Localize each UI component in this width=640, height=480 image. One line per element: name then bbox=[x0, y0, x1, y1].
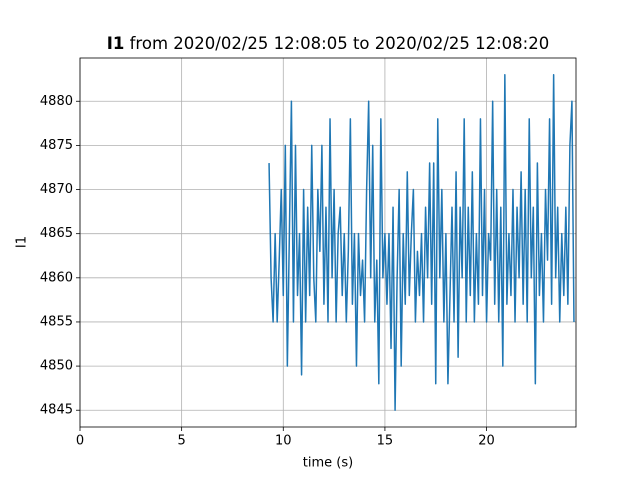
y-tick-label: 4845 bbox=[40, 403, 73, 418]
y-tick-label: 4865 bbox=[40, 226, 73, 241]
data-line bbox=[268, 74, 575, 411]
y-tick-label: 4855 bbox=[40, 314, 73, 329]
x-tick-label: 10 bbox=[275, 434, 292, 449]
y-axis-label: I1 bbox=[15, 236, 30, 248]
plot-frame bbox=[79, 57, 577, 428]
chart-title: I1 from 2020/02/25 12:08:05 to 2020/02/2… bbox=[107, 34, 549, 53]
y-tick-label: 4870 bbox=[40, 182, 73, 197]
x-tick-label: 15 bbox=[377, 434, 394, 449]
y-tick-label: 4860 bbox=[40, 270, 73, 285]
x-axis-label: time (s) bbox=[303, 456, 353, 471]
x-tick-label: 0 bbox=[76, 434, 84, 449]
y-tick-label: 4880 bbox=[40, 94, 73, 109]
title-range: from 2020/02/25 12:08:05 to 2020/02/25 1… bbox=[130, 34, 550, 53]
y-tick-label: 4875 bbox=[40, 138, 73, 153]
y-tick-label: 4850 bbox=[40, 359, 73, 374]
x-tick-label: 20 bbox=[478, 434, 495, 449]
title-variable: I1 bbox=[107, 34, 125, 53]
x-tick-label: 5 bbox=[177, 434, 185, 449]
